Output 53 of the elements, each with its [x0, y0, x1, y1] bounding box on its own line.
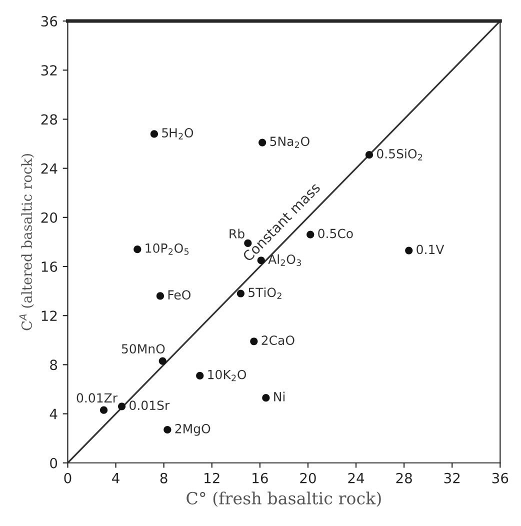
point	[158, 357, 166, 365]
annotation: 0.5Co	[318, 228, 353, 238]
annotation: 0.5SiO$_{2}$	[377, 148, 422, 160]
annotation: 2CaO	[262, 336, 294, 345]
point	[196, 372, 204, 380]
y-tick-label: 32	[41, 65, 57, 76]
point	[156, 292, 164, 300]
annotation: Rb	[230, 228, 244, 238]
point	[100, 406, 108, 414]
annotation: FeO	[168, 290, 190, 300]
x-tick-label: 28	[396, 472, 412, 484]
annotation: 5TiO$_{2}$	[248, 287, 282, 300]
x-tick-label: 20	[300, 472, 316, 484]
point	[250, 338, 258, 346]
annotation: 10P$_{2}$O$_{5}$	[146, 243, 189, 255]
annotation: 5H$_{2}$O	[162, 128, 194, 140]
point	[118, 402, 126, 410]
x-tick-label: 12	[204, 472, 220, 484]
y-tick-label: 4	[50, 408, 58, 420]
point	[405, 246, 413, 254]
point	[365, 151, 374, 159]
point	[262, 394, 270, 402]
annotation: Ni	[274, 392, 285, 402]
point	[150, 130, 158, 138]
y-axis-title: C$^{A}$ (altered basaltic rock)	[19, 154, 34, 330]
y-tick-label: 20	[41, 212, 58, 223]
y-tick-label: 36	[41, 16, 58, 27]
x-tick-label: 24	[348, 472, 364, 484]
y-tick-label: 12	[42, 310, 57, 321]
annotation: 10K$_{2}$O	[208, 370, 246, 382]
annotation: 5Na$_{2}$O	[270, 136, 310, 148]
x-tick-label: 36	[492, 472, 508, 484]
point	[164, 426, 172, 434]
x-tick-label: 32	[444, 472, 460, 484]
annotation: 0.01Zr	[76, 393, 118, 403]
x-tick-label: 8	[160, 472, 168, 484]
annotation: 50MnO	[122, 344, 165, 354]
y-tick-label: 24	[41, 163, 58, 174]
annotation: 0.1V	[416, 244, 444, 254]
annotation: 0.01Sr	[130, 400, 170, 410]
point	[258, 138, 266, 146]
y-tick-label: 0	[50, 458, 58, 468]
y-tick-label: 28	[41, 114, 58, 125]
x-tick-label: 16	[252, 472, 268, 484]
annotation: 2MgO	[175, 424, 210, 436]
point	[306, 230, 314, 238]
x-axis-title: C° (fresh basaltic rock)	[186, 492, 381, 507]
point	[236, 290, 245, 298]
y-tick-label: 16	[42, 261, 58, 272]
y-tick-label: 8	[50, 360, 58, 370]
point	[134, 246, 142, 254]
x-tick-label: 0	[64, 472, 72, 484]
x-tick-label: 4	[112, 473, 120, 484]
